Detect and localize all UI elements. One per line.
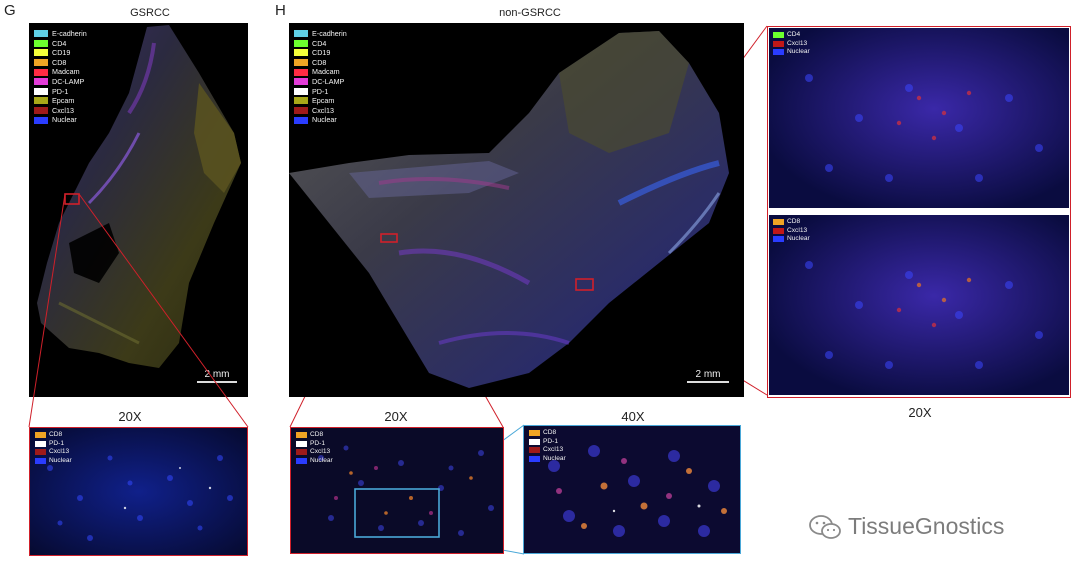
gsrcc-scale-bar: 2 mm: [197, 369, 237, 383]
legend-label: CD19: [52, 48, 71, 58]
legend-label: Epcam: [312, 96, 335, 106]
gsrcc-overview-legend: E-cadherin CD4 CD19 CD8 Madcam DC-LAMP P…: [34, 29, 87, 125]
right-20x-bottom-image: CD8 Cxcl13 Nuclear: [769, 215, 1069, 395]
legend-label: Cxcl13: [310, 448, 331, 456]
legend-label: CD8: [787, 218, 801, 225]
gsrcc-20x-legend: CD8 PD-1 Cxcl13 Nuclear: [35, 431, 72, 465]
gsrcc-20x-image: CD8 PD-1 Cxcl13 Nuclear: [29, 427, 248, 556]
gsrcc-overview-image: E-cadherin CD4 CD19 CD8 Madcam DC-LAMP P…: [29, 23, 248, 397]
legend-label: PD-1: [52, 86, 69, 96]
legend-label: Cxcl13: [787, 39, 808, 47]
non-gsrcc-zoom1-label: 20X: [384, 409, 408, 424]
non-gsrcc-20x-drawing: [291, 428, 503, 553]
legend-label: CD8: [52, 57, 67, 67]
gsrcc-zoom-label: 20X: [118, 409, 142, 424]
non-gsrcc-20x-image: CD8 PD-1 Cxcl13 Nuclear: [290, 427, 504, 554]
legend-label: Nuclear: [543, 454, 566, 462]
legend-label: Madcam: [52, 67, 80, 77]
legend-label: Epcam: [52, 96, 75, 106]
legend-label: Cxcl13: [543, 446, 564, 454]
watermark: TissueGnostics: [808, 513, 1004, 540]
legend-label: PD-1: [49, 439, 65, 447]
legend-label: CD4: [787, 31, 801, 38]
wechat-icon: [809, 514, 841, 539]
non-gsrcc-20x-legend: CD8 PD-1 Cxcl13 Nuclear: [296, 431, 333, 465]
non-gsrcc-40x-image: CD8 PD-1 Cxcl13 Nuclear: [523, 425, 741, 554]
scale-label: 2 mm: [695, 369, 721, 380]
legend-label: CD4: [312, 38, 327, 48]
panel-g-letter: G: [4, 2, 16, 19]
non-gsrcc-40x-drawing: [524, 426, 740, 553]
legend-label: Cxcl13: [52, 105, 74, 115]
non-gsrcc-scale-bar: 2 mm: [687, 369, 729, 383]
non-gsrcc-right-20x-frame: CD4 Cxcl13 Nuclear: [767, 26, 1071, 398]
right-20x-top-image: CD4 Cxcl13 Nuclear: [769, 28, 1069, 208]
legend-label: Nuclear: [310, 456, 333, 464]
right-zoom-label: 20X: [908, 405, 932, 420]
gsrcc-20x-drawing: [30, 428, 247, 555]
right-20x-bottom-legend: CD8 Cxcl13 Nuclear: [773, 218, 810, 244]
non-gsrcc-zoom2-label: 40X: [621, 409, 645, 424]
non-gsrcc-40x-legend: CD8 PD-1 Cxcl13 Nuclear: [529, 429, 566, 463]
legend-label: E-cadherin: [312, 29, 347, 38]
watermark-text: TissueGnostics: [848, 513, 1005, 539]
non-gsrcc-overview-image: E-cadherin CD4 CD19 CD8 Madcam DC-LAMP P…: [289, 23, 744, 397]
legend-label: DC-LAMP: [312, 76, 345, 86]
legend-label: Cxcl13: [787, 226, 808, 234]
legend-label: Nuclear: [49, 456, 72, 464]
legend-label: Madcam: [312, 67, 340, 77]
legend-label: CD8: [310, 431, 324, 438]
legend-label: CD19: [312, 48, 331, 58]
right-20x-top-drawing: [769, 28, 1069, 208]
right-20x-top-legend: CD4 Cxcl13 Nuclear: [773, 31, 810, 57]
legend-label: DC-LAMP: [52, 76, 85, 86]
gsrcc-tissue-drawing: [37, 25, 241, 368]
legend-label: CD8: [543, 429, 557, 436]
legend-label: Cxcl13: [49, 448, 70, 456]
legend-label: E-cadherin: [52, 29, 87, 38]
legend-label: Nuclear: [787, 48, 810, 56]
panel-h-title: non-GSRCC: [499, 7, 561, 19]
panel-h-letter: H: [275, 2, 286, 19]
legend-label: PD-1: [312, 86, 329, 96]
right-20x-bottom-drawing: [769, 215, 1069, 395]
legend-label: Cxcl13: [312, 105, 334, 115]
legend-label: PD-1: [310, 439, 326, 447]
legend-label: CD4: [52, 38, 67, 48]
legend-label: CD8: [312, 57, 327, 67]
non-gsrcc-overview-legend: E-cadherin CD4 CD19 CD8 Madcam DC-LAMP P…: [294, 29, 347, 125]
panel-g-title: GSRCC: [130, 7, 170, 19]
legend-label: Nuclear: [787, 235, 810, 243]
legend-label: PD-1: [543, 437, 559, 445]
legend-label: CD8: [49, 431, 63, 438]
non-gsrcc-tissue-drawing: [289, 31, 729, 388]
legend-label: Nuclear: [52, 115, 77, 125]
legend-label: Nuclear: [312, 115, 337, 125]
scale-label: 2 mm: [204, 369, 230, 380]
